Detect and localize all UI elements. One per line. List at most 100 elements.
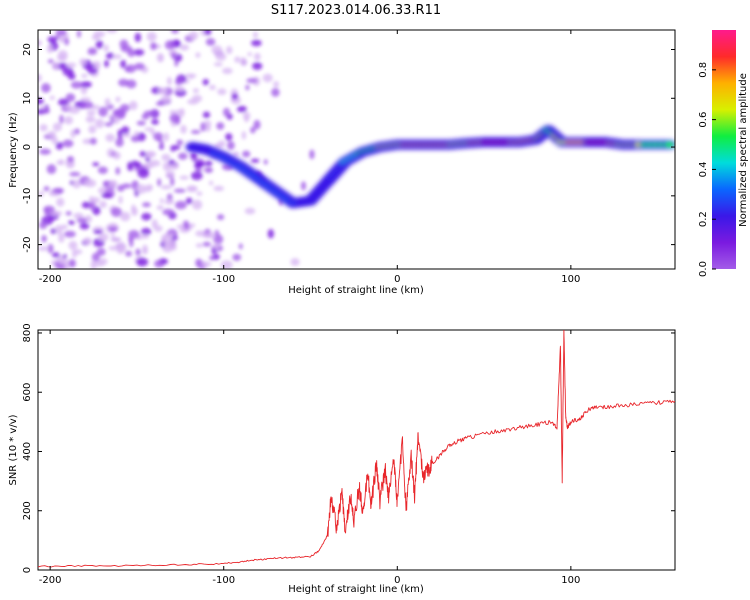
- noise-blob: [47, 131, 57, 137]
- noise-blob: [217, 140, 226, 148]
- noise-blob: [87, 47, 98, 55]
- noise-blob: [125, 250, 133, 257]
- noise-blob: [208, 180, 214, 186]
- noise-blob: [136, 257, 149, 267]
- noise-blob: [213, 62, 223, 67]
- noise-blob: [217, 88, 227, 96]
- noise-blob: [164, 40, 176, 50]
- noise-blob: [112, 151, 121, 160]
- noise-blob: [124, 66, 131, 73]
- noise-blob: [91, 252, 100, 263]
- noise-blob: [76, 30, 81, 38]
- noise-blob: [62, 66, 74, 77]
- noise-blob: [117, 184, 125, 192]
- snr-y-tick-label: 800: [22, 323, 33, 342]
- noise-blob: [98, 106, 108, 117]
- noise-blob: [195, 166, 202, 174]
- noise-blob: [85, 115, 96, 123]
- noise-blob: [154, 259, 165, 268]
- noise-blob: [59, 36, 65, 43]
- noise-blob: [105, 133, 115, 142]
- noise-blob: [215, 52, 227, 61]
- noise-blob: [51, 135, 58, 145]
- noise-blob: [202, 78, 209, 86]
- colorbar-bar: [712, 30, 736, 269]
- noise-blob: [236, 105, 247, 113]
- noise-blob: [120, 59, 127, 69]
- noise-blob: [191, 94, 203, 103]
- noise-blob: [101, 193, 113, 199]
- noise-blob: [80, 97, 91, 102]
- noise-blob: [232, 151, 240, 157]
- snr-x-tick-label: -200: [39, 575, 62, 586]
- noise-blob: [129, 100, 138, 111]
- noise-blob: [162, 208, 175, 216]
- noise-blob: [157, 178, 162, 187]
- figure-title: S117.2023.014.06.33.R11: [271, 3, 441, 18]
- noise-blob: [116, 247, 125, 254]
- spectrogram-y-tick-label: 10: [22, 92, 33, 105]
- snr-x-label: Height of straight line (km): [288, 584, 424, 595]
- noise-blob: [99, 200, 107, 209]
- noise-blob: [173, 188, 186, 193]
- noise-blob: [98, 233, 109, 242]
- noise-blob: [250, 126, 256, 134]
- noise-blob: [195, 258, 203, 268]
- noise-blob: [271, 87, 280, 97]
- noise-blob: [171, 51, 176, 60]
- noise-blob: [167, 164, 179, 170]
- noise-blob: [93, 229, 103, 235]
- noise-blob: [89, 137, 97, 145]
- noise-blob: [171, 30, 179, 34]
- noise-blob: [134, 62, 145, 71]
- noise-blob: [176, 139, 184, 146]
- noise-blob: [69, 171, 81, 177]
- noise-blob: [212, 253, 220, 260]
- colorbar-tick-label: 0.0: [698, 261, 709, 277]
- noise-blob: [120, 45, 133, 53]
- snr-line: [38, 330, 675, 568]
- noise-blob: [174, 86, 185, 93]
- noise-blob: [68, 240, 78, 250]
- noise-blob: [112, 54, 122, 59]
- noise-blob: [246, 78, 258, 84]
- spectrogram-y-ticks: -20 -10 0 10 20: [22, 43, 675, 253]
- noise-blob: [140, 234, 150, 239]
- spectrogram-y-tick-label: -20: [22, 236, 33, 252]
- spectrogram-y-tick-label: 0: [22, 144, 33, 150]
- noise-blob: [200, 122, 206, 132]
- noise-blob: [217, 214, 225, 221]
- noise-blob: [92, 162, 100, 167]
- noise-blob: [190, 129, 201, 134]
- noise-blob: [104, 98, 111, 108]
- noise-blob: [83, 237, 92, 245]
- noise-blob: [47, 36, 58, 43]
- noise-blob: [81, 201, 92, 209]
- noise-blob: [195, 160, 205, 168]
- noise-blob: [136, 120, 146, 126]
- noise-blob: [108, 227, 118, 233]
- noise-blob: [58, 159, 65, 166]
- noise-blob: [253, 119, 261, 130]
- noise-blob: [38, 39, 42, 47]
- noise-blob: [108, 180, 118, 188]
- colorbar-tick-label: 0.6: [698, 112, 709, 128]
- noise-blob: [200, 261, 212, 267]
- noise-blob: [205, 160, 213, 167]
- noise-blob: [195, 230, 206, 237]
- noise-blob: [141, 212, 152, 221]
- noise-blob: [89, 201, 95, 211]
- noise-blob: [170, 145, 181, 151]
- noise-blob: [127, 161, 133, 171]
- noise-blob: [204, 232, 217, 239]
- noise-blob: [62, 139, 74, 148]
- noise-blob: [238, 243, 243, 250]
- noise-blob: [144, 127, 155, 132]
- noise-blob: [106, 30, 118, 34]
- noise-blob: [96, 247, 106, 256]
- noise-blob: [204, 30, 212, 36]
- noise-blob: [104, 59, 109, 68]
- noise-blob: [51, 252, 60, 258]
- noise-blob: [153, 225, 163, 232]
